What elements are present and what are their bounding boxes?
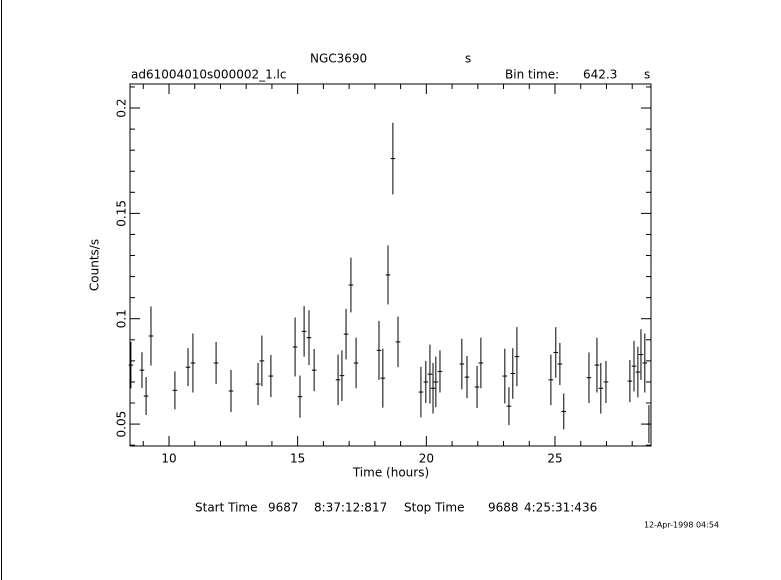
x-tick-label: 25	[547, 452, 562, 466]
y-tick-label: 0.15	[115, 200, 129, 227]
bin-time-label: Bin time:	[505, 68, 559, 82]
y-tick-label: 0.2	[115, 98, 129, 117]
stop-time: 4:25:31:436	[524, 501, 597, 515]
stop-day: 9688	[488, 501, 519, 515]
bin-time-unit: s	[644, 68, 650, 82]
x-axis-label: Time (hours)	[352, 466, 429, 480]
start-label: Start Time	[195, 501, 258, 515]
y-tick-label: 0.1	[115, 309, 129, 328]
y-tick-label: 0.05	[115, 411, 129, 438]
y-axis-label: Counts/s	[88, 239, 102, 291]
plot-date: 12-Apr-1998 04:54	[644, 521, 719, 530]
title-unit: s	[465, 52, 471, 66]
file-name: ad61004010s000002_1.lc	[131, 68, 287, 82]
plot-frame	[129, 83, 652, 447]
chart-title: NGC3690	[310, 52, 367, 66]
bin-time: 642.3	[583, 68, 617, 82]
stop-label: Stop Time	[404, 501, 464, 515]
x-tick-label: 20	[419, 452, 434, 466]
start-day: 9687	[268, 501, 299, 515]
x-tick-label: 10	[161, 452, 176, 466]
x-tick-label: 15	[290, 452, 305, 466]
start-time: 8:37:12:817	[314, 501, 387, 515]
